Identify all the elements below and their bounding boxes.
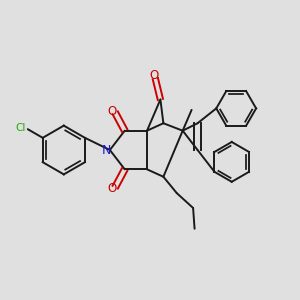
Text: O: O [108,182,117,195]
Text: N: N [102,143,112,157]
Text: Cl: Cl [15,123,26,133]
Text: O: O [108,105,117,118]
Text: O: O [149,69,158,82]
